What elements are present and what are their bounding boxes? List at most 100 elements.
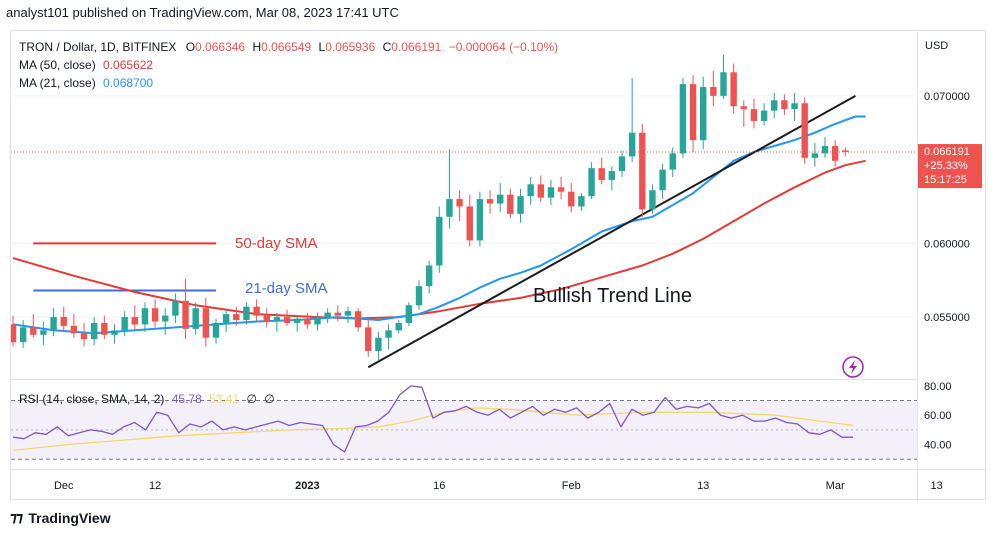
- candle[interactable]: [192, 302, 199, 335]
- candle[interactable]: [588, 162, 595, 200]
- candle-body: [172, 300, 179, 316]
- candle[interactable]: [30, 314, 37, 338]
- candle[interactable]: [446, 148, 453, 229]
- rsi-axis[interactable]: 80.00 60.00 40.00: [924, 381, 952, 452]
- candle[interactable]: [101, 315, 108, 340]
- candle[interactable]: [222, 308, 230, 332]
- candle[interactable]: [720, 54, 727, 99]
- candle[interactable]: [334, 305, 341, 322]
- bullish-trend-line[interactable]: [367, 95, 856, 369]
- candle[interactable]: [456, 190, 463, 222]
- rsi-label: RSI (14, close, SMA, 14, 2): [19, 392, 164, 406]
- candle[interactable]: [385, 324, 392, 350]
- candle[interactable]: [659, 163, 666, 200]
- candle[interactable]: [578, 193, 585, 211]
- lightning-icon[interactable]: [842, 356, 864, 378]
- rsi-sma-line[interactable]: [12, 407, 854, 452]
- candle[interactable]: [19, 320, 27, 349]
- chart-frame[interactable]: TRON / Dollar, 1D, BITFINEX O0.066346 H0…: [10, 30, 987, 501]
- candle[interactable]: [172, 293, 179, 323]
- candle[interactable]: [557, 176, 565, 200]
- candle[interactable]: [466, 194, 473, 247]
- candle[interactable]: [294, 315, 301, 332]
- candle[interactable]: [679, 78, 687, 158]
- candle[interactable]: [476, 191, 484, 247]
- rsi-pane[interactable]: [12, 385, 854, 453]
- candle[interactable]: [537, 175, 544, 203]
- candle[interactable]: [70, 314, 78, 338]
- candle[interactable]: [517, 188, 524, 223]
- candle[interactable]: [324, 308, 331, 323]
- candle[interactable]: [497, 182, 504, 213]
- candle[interactable]: [811, 143, 819, 167]
- candle[interactable]: [821, 137, 829, 158]
- rsi-line[interactable]: [12, 385, 853, 453]
- candle[interactable]: [547, 179, 555, 205]
- candle-body: [801, 103, 808, 158]
- candle[interactable]: [750, 98, 758, 129]
- legend-ma50[interactable]: MA (50, close) 0.065622: [19, 58, 153, 72]
- candle[interactable]: [710, 70, 717, 107]
- candle[interactable]: [131, 305, 138, 331]
- candle[interactable]: [365, 320, 372, 357]
- candle[interactable]: [121, 311, 128, 337]
- candle[interactable]: [628, 78, 636, 163]
- candle[interactable]: [212, 318, 220, 344]
- time-axis[interactable]: Dec 12 2023 16 Feb 13 Mar 13: [54, 480, 943, 492]
- candle[interactable]: [405, 302, 413, 326]
- candle[interactable]: [111, 324, 118, 344]
- candle[interactable]: [568, 182, 575, 213]
- candle[interactable]: [791, 92, 798, 121]
- candle[interactable]: [11, 315, 17, 347]
- ma21-line[interactable]: [12, 115, 866, 335]
- candle[interactable]: [60, 306, 67, 332]
- candle[interactable]: [507, 188, 514, 219]
- candle[interactable]: [669, 147, 676, 177]
- candle[interactable]: [243, 302, 250, 325]
- time-axis-label: 16: [433, 480, 445, 492]
- candle[interactable]: [700, 76, 707, 149]
- candle[interactable]: [486, 190, 494, 214]
- candle[interactable]: [649, 184, 656, 214]
- candle[interactable]: [831, 140, 839, 167]
- candle[interactable]: [253, 299, 260, 322]
- candle[interactable]: [202, 297, 210, 347]
- candle[interactable]: [639, 123, 646, 217]
- candle[interactable]: [740, 100, 747, 127]
- candle[interactable]: [354, 308, 362, 332]
- candle[interactable]: [91, 317, 98, 346]
- candle[interactable]: [527, 176, 534, 205]
- candle[interactable]: [162, 308, 169, 335]
- candle[interactable]: [304, 312, 311, 329]
- price-axis[interactable]: 0.070000 0.060000 0.055000: [924, 91, 970, 324]
- candle[interactable]: [415, 280, 423, 310]
- candle[interactable]: [40, 321, 47, 346]
- candle[interactable]: [314, 312, 321, 331]
- candle[interactable]: [771, 92, 778, 118]
- candle[interactable]: [730, 63, 737, 114]
- candle[interactable]: [344, 306, 352, 323]
- candle[interactable]: [436, 206, 443, 273]
- candle[interactable]: [141, 302, 149, 332]
- candle[interactable]: [263, 308, 270, 328]
- candle[interactable]: [233, 306, 240, 326]
- candle[interactable]: [608, 166, 616, 191]
- candle[interactable]: [151, 299, 159, 328]
- legend-ma21[interactable]: MA (21, close) 0.068700: [19, 76, 153, 90]
- candle[interactable]: [598, 157, 605, 185]
- chart-svg[interactable]: TRON / Dollar, 1D, BITFINEX O0.066346 H0…: [11, 31, 987, 501]
- candle[interactable]: [618, 150, 626, 177]
- candle[interactable]: [425, 261, 433, 294]
- candle[interactable]: [375, 331, 382, 362]
- candle[interactable]: [80, 322, 88, 347]
- candle[interactable]: [50, 308, 57, 337]
- candle[interactable]: [689, 75, 697, 152]
- candle[interactable]: [781, 94, 788, 116]
- candle[interactable]: [182, 278, 189, 340]
- candle[interactable]: [801, 97, 808, 164]
- candle[interactable]: [760, 103, 768, 126]
- price-pane[interactable]: [11, 54, 917, 369]
- candle[interactable]: [283, 309, 291, 326]
- candle[interactable]: [395, 320, 402, 334]
- candle[interactable]: [273, 312, 281, 332]
